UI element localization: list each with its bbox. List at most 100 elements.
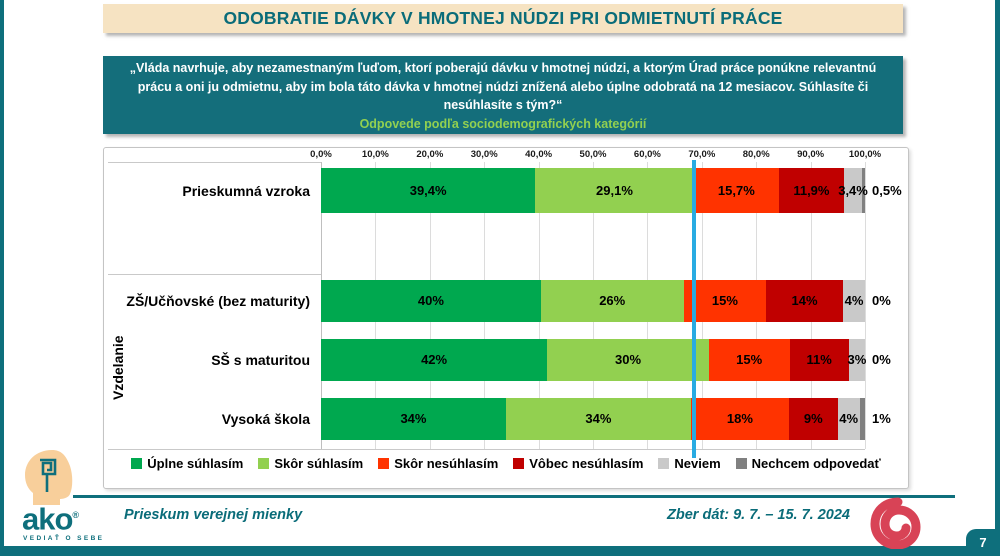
bar-segment (540, 280, 684, 322)
right-edge-bar (995, 0, 1000, 556)
question-subtitle: Odpovede podľa sociodemografických kateg… (359, 116, 647, 131)
page-number: 7 (966, 529, 1000, 556)
legend-item: Úplne súhlasím (131, 456, 243, 471)
bar-value: 34% (400, 411, 427, 426)
bar-value: 30% (614, 352, 642, 367)
bar-segment (547, 339, 709, 381)
bar-segment (779, 168, 844, 213)
bar-segment (788, 398, 838, 440)
bar-segment (321, 280, 541, 322)
category-label: ZŠ/Učňovské (bez maturity) (126, 293, 310, 309)
footer-survey-label: Prieskum verejnej mienky (124, 507, 303, 523)
category-label: Prieskumná vzroka (182, 182, 310, 199)
bar-segment (683, 280, 767, 322)
legend-swatch-icon (513, 458, 525, 469)
bar-value: 15% (711, 293, 738, 308)
bar-value: 18% (726, 411, 753, 426)
bar-segment (843, 168, 863, 213)
legend-swatch-icon (258, 458, 270, 469)
chart-legend: Úplne súhlasím Skôr súhlasím Skôr nesúhlas… (104, 456, 908, 471)
ako-head-icon (25, 450, 73, 505)
page-title: ODOBRATIE DÁVKY V HMOTNEJ NÚDZI PRI ODMI… (103, 4, 903, 33)
left-edge-bar (0, 0, 4, 556)
row-separator (108, 162, 321, 163)
bar-value: 34% (585, 411, 612, 426)
bar-value-outside: 0% (872, 293, 891, 308)
bar-value-outside: 1% (872, 411, 891, 426)
gridline (865, 162, 866, 449)
legend-swatch-icon (658, 458, 670, 469)
bar-segment (837, 398, 860, 440)
legend-swatch-icon (378, 458, 390, 469)
bar-value: 11,9% (793, 182, 830, 198)
x-axis-tick: 90,0% (797, 149, 825, 160)
bar-segment (693, 168, 780, 213)
bar-value: 15% (736, 352, 763, 367)
legend-swatch-icon (131, 458, 143, 469)
bottom-edge-bar (0, 546, 1000, 556)
bar-segment (505, 398, 691, 440)
bar-value: 42% (421, 352, 448, 367)
bar-segment (690, 398, 789, 440)
bar-segment (321, 339, 548, 381)
legend-label: Skôr súhlasím (274, 456, 364, 471)
bar-segment (708, 339, 790, 381)
bar-segment (766, 280, 843, 322)
bar-value: 4% (844, 293, 864, 308)
x-axis-tick: 60,0% (633, 149, 661, 160)
legend-item: Vôbec nesúhlasím (513, 456, 643, 471)
spiral-logo-icon (870, 497, 921, 549)
bar-value: 3% (847, 352, 867, 367)
x-axis-tick: 0,0% (310, 149, 332, 160)
row-separator (108, 274, 321, 275)
legend-item: Skôr súhlasím (258, 456, 363, 471)
category-label: SŠ s maturitou (211, 352, 310, 368)
legend-item: Skôr nesúhlasím (378, 456, 498, 471)
x-axis-tick: 50,0% (579, 149, 607, 160)
bar-value: 26% (599, 293, 626, 308)
bar-value: 15,7% (717, 182, 755, 198)
bar-segment (321, 398, 506, 440)
bar-value: 39,4% (409, 182, 447, 198)
footer-date-range: Zber dát: 9. 7. – 15. 7. 2024 (667, 507, 850, 523)
bar-value: 11% (806, 352, 832, 367)
x-axis-tick: 100,0% (848, 149, 882, 160)
legend-item: Nechcem odpovedať (735, 456, 881, 471)
legend-label: Vôbec nesúhlasím (529, 456, 644, 471)
question-box: „Vláda navrhuje, aby nezamestnaným ľuďom… (103, 56, 903, 134)
legend-label: Neviem (674, 456, 721, 471)
ako-tagline: VEDIAŤ O SEBE (23, 535, 105, 542)
bar-value: 29,1% (596, 182, 633, 198)
bar-value: 4% (839, 411, 859, 426)
bar-value: 9% (803, 411, 823, 426)
ako-wordmark: ako® (22, 501, 80, 537)
bar-segment (535, 168, 694, 213)
category-label: Vysoká škola (221, 411, 310, 427)
footer-divider (73, 495, 955, 498)
bar-segment (843, 280, 865, 322)
bar-value: 14% (791, 293, 818, 308)
legend-swatch-icon (735, 458, 747, 469)
bar-segment (848, 339, 865, 381)
x-axis-baseline (108, 449, 865, 450)
bar-segment (321, 168, 536, 213)
bar-segment (859, 398, 865, 440)
ako-logo: ako® VEDIAŤ O SEBE (16, 448, 121, 548)
reference-line (691, 160, 696, 458)
legend-item: Neviem (658, 456, 721, 471)
bar-value-outside: 0% (872, 352, 891, 367)
x-axis-tick: 30,0% (470, 149, 498, 160)
x-axis-tick: 70,0% (688, 149, 716, 160)
x-axis-tick: 40,0% (525, 149, 553, 160)
x-axis-tick: 10,0% (361, 149, 389, 160)
x-axis-tick: 80,0% (742, 149, 770, 160)
bar-segment (789, 339, 849, 381)
legend-label: Skôr nesúhlasím (394, 456, 499, 471)
stacked-bar-chart: Vzdelanie 0,0% 10,0% 20,0% 30,0% 40,0% 50,0% 6… (103, 147, 909, 489)
bar-value: 3,4% (838, 182, 868, 198)
bar-segment (862, 168, 865, 213)
bar-value: 40% (417, 293, 444, 308)
legend-label: Nechcem odpovedať (751, 456, 881, 471)
x-axis-tick: 20,0% (416, 149, 444, 160)
